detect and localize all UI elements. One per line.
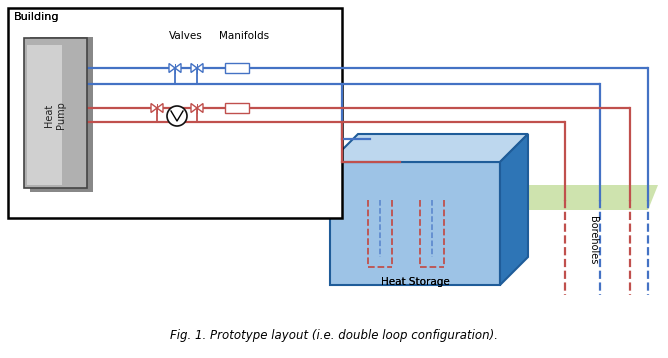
Text: Building: Building xyxy=(14,12,59,22)
Bar xyxy=(225,63,249,73)
Bar xyxy=(24,38,87,188)
Polygon shape xyxy=(480,185,658,210)
Polygon shape xyxy=(191,103,197,112)
Text: Heat Storage: Heat Storage xyxy=(381,277,450,287)
Polygon shape xyxy=(191,63,197,73)
Polygon shape xyxy=(330,134,528,162)
Bar xyxy=(225,103,249,113)
Polygon shape xyxy=(169,63,175,73)
Polygon shape xyxy=(197,103,203,112)
Bar xyxy=(27,45,62,185)
Bar xyxy=(8,8,342,218)
Polygon shape xyxy=(151,103,157,112)
Text: Fig. 1. Prototype layout (i.e. double loop configuration).: Fig. 1. Prototype layout (i.e. double lo… xyxy=(170,329,498,342)
Text: Building: Building xyxy=(14,12,59,22)
Text: Valves: Valves xyxy=(169,31,203,41)
Polygon shape xyxy=(500,134,528,285)
Bar xyxy=(330,162,500,285)
Polygon shape xyxy=(157,103,163,112)
Text: Heat Storage: Heat Storage xyxy=(381,277,450,287)
Circle shape xyxy=(167,106,187,126)
Text: Boreholes: Boreholes xyxy=(588,216,598,264)
Polygon shape xyxy=(175,63,181,73)
Polygon shape xyxy=(197,63,203,73)
Text: Manifolds: Manifolds xyxy=(219,31,269,41)
Bar xyxy=(30,37,93,192)
Text: Heat
Pump: Heat Pump xyxy=(44,101,66,129)
